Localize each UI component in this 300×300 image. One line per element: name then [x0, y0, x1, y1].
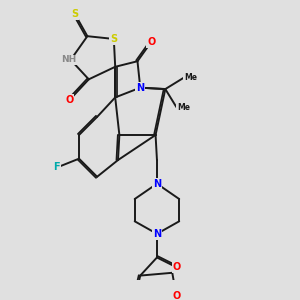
- Text: S: S: [71, 9, 78, 19]
- Text: N: N: [153, 179, 161, 189]
- Text: S: S: [110, 34, 117, 44]
- Text: NH: NH: [61, 55, 76, 64]
- Text: O: O: [172, 262, 181, 272]
- Text: Me: Me: [184, 74, 197, 82]
- Text: Me: Me: [177, 103, 190, 112]
- Text: O: O: [65, 95, 74, 105]
- Text: O: O: [172, 292, 181, 300]
- Text: N: N: [153, 229, 161, 239]
- Text: O: O: [147, 37, 155, 47]
- Text: F: F: [53, 162, 60, 172]
- Text: N: N: [136, 83, 144, 93]
